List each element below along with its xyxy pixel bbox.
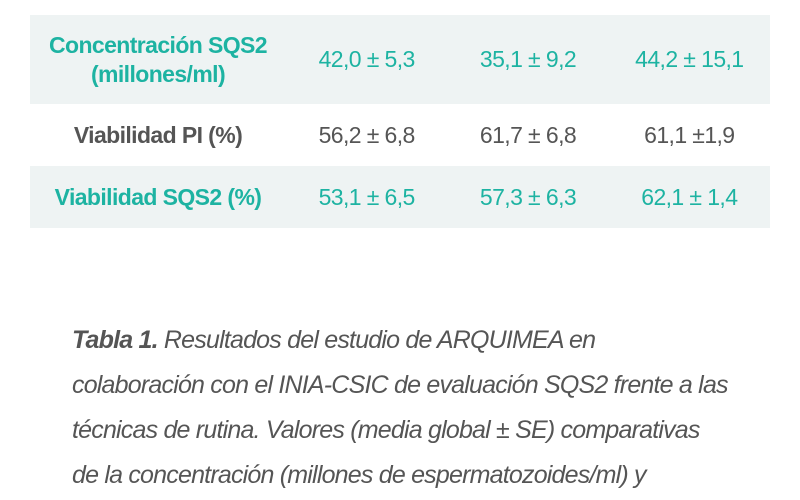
cell: 35,1 ± 9,2 [447, 15, 609, 104]
cell: 56,2 ± 6,8 [318, 121, 416, 148]
caption-label: Tabla 1. [72, 326, 159, 354]
data-table: Concentración SQS2 (millones/ml) 42,0 ± … [30, 15, 770, 228]
row-label: Concentración SQS2 (millones/ml) [30, 15, 286, 104]
cell: 53,1 ± 6,5 [286, 166, 448, 228]
cell: 57,3 ± 6,3 [447, 166, 609, 228]
cell: 62,1 ± 1,4 [608, 166, 770, 228]
row-label: Viabilidad PI (%) [73, 121, 243, 148]
cell: 61,1 ±1,9 [644, 121, 735, 148]
caption-line: de la concentración (millones de esperma… [72, 461, 647, 489]
cell: 42,0 ± 5,3 [286, 15, 448, 104]
caption-line: colaboración con el INIA-CSIC de evaluac… [72, 371, 729, 399]
table-row: Concentración SQS2 (millones/ml) 42,0 ± … [30, 15, 770, 104]
table-row: Viabilidad SQS2 (%) 53,1 ± 6,5 57,3 ± 6,… [30, 166, 770, 228]
row-label: Viabilidad SQS2 (%) [30, 166, 286, 228]
caption-line: Resultados del estudio de ARQUIMEA en [157, 326, 596, 354]
caption: Tabla 1. Resultados del estudio de ARQUI… [72, 318, 729, 498]
caption-line: técnicas de rutina. Valores (media globa… [72, 416, 700, 444]
cell: 61,7 ± 6,8 [479, 121, 577, 148]
cell: 44,2 ± 15,1 [608, 15, 770, 104]
table-row: Viabilidad PI (%) 56,2 ± 6,8 61,7 ± 6,8 … [30, 104, 770, 166]
